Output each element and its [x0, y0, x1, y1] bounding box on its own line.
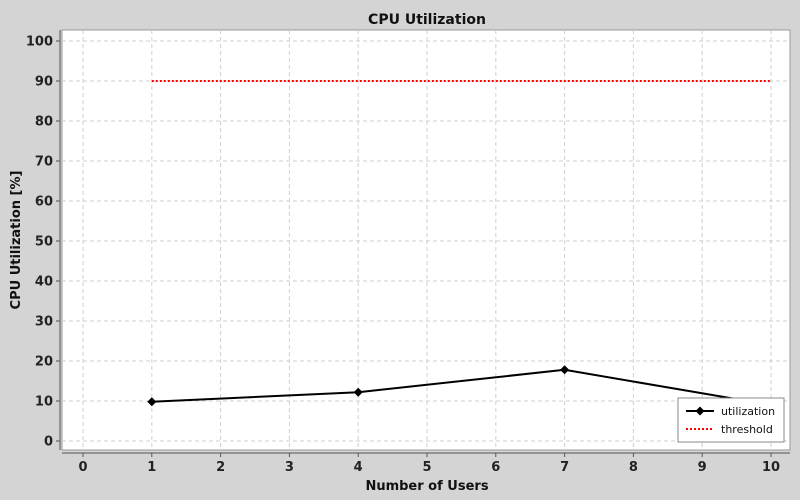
y-tick-label: 30: [35, 315, 53, 330]
axes: 0 10 20 30 40 50 60 70 80 90 100 0 1 2 3 4 5 6 7 8 9 10: [26, 30, 790, 475]
legend-label: threshold: [721, 423, 773, 436]
x-tick-label: 4: [354, 460, 363, 475]
y-tick-label: 20: [35, 355, 53, 370]
data-point-utilization: [560, 365, 570, 375]
x-axis-title: Number of Users: [365, 479, 488, 494]
series-line-utilization: [151, 368, 772, 406]
x-tick-label: 3: [285, 460, 294, 475]
x-tick-label: 10: [762, 460, 780, 475]
y-axis-title: CPU Utilization [%]: [9, 171, 24, 310]
y-tick-label: 90: [35, 75, 53, 90]
data-point-utilization: [147, 397, 157, 407]
x-tick-label: 6: [491, 460, 500, 475]
y-tick-label: 70: [35, 155, 53, 170]
plot-area: [61, 29, 791, 451]
data-point-utilization: [353, 387, 363, 397]
legend: utilization threshold: [677, 397, 785, 443]
grid: [62, 30, 790, 450]
y-tick-label: 10: [35, 395, 53, 410]
legend-label: utilization: [721, 405, 775, 418]
y-tick-label: 50: [35, 235, 53, 250]
x-tick-label: 7: [560, 460, 569, 475]
x-tick-label: 0: [78, 460, 87, 475]
legend-box: [677, 397, 785, 443]
y-tick-label: 100: [26, 35, 53, 50]
x-tick-label: 2: [216, 460, 225, 475]
x-tick-label: 8: [629, 460, 638, 475]
x-tick-label: 1: [147, 460, 156, 475]
chart-title: CPU Utilization: [368, 12, 486, 28]
y-tick-label: 60: [35, 195, 53, 210]
legend-marker-utilization: [695, 406, 705, 416]
y-tick-label: 80: [35, 115, 53, 130]
y-tick-label: 0: [44, 435, 53, 450]
y-tick-label: 40: [35, 275, 53, 290]
x-tick-label: 5: [422, 460, 431, 475]
x-tick-label: 9: [698, 460, 707, 475]
